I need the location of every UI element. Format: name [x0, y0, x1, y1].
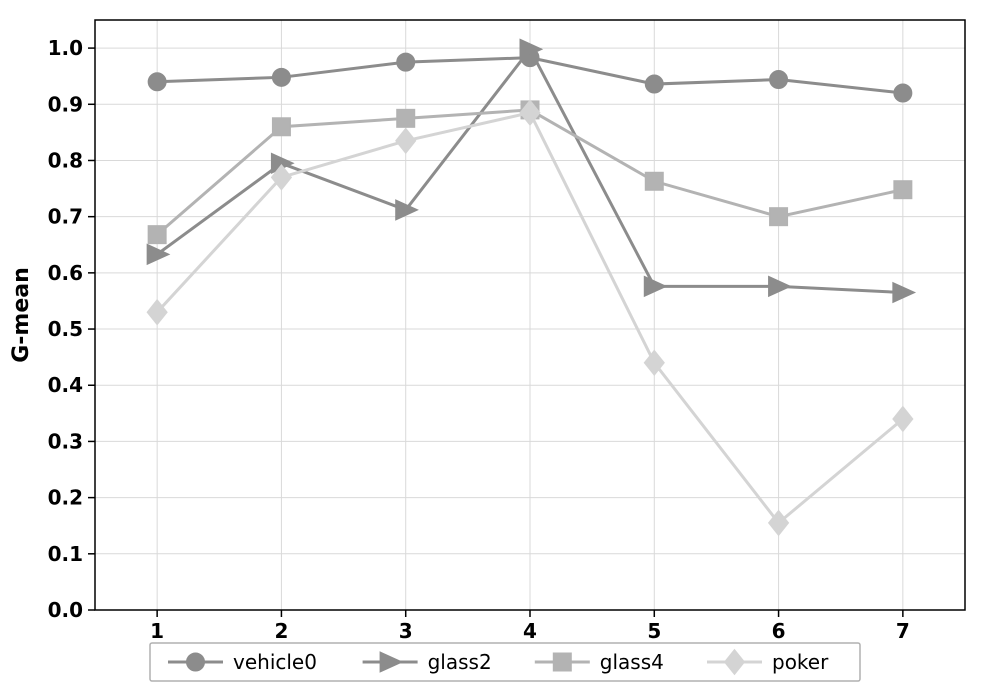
x-tick-label: 3 [399, 619, 413, 643]
x-tick-label: 6 [772, 619, 786, 643]
y-tick-label: 0.3 [48, 429, 83, 453]
x-tick-label: 4 [523, 619, 537, 643]
y-tick-label: 0.0 [48, 598, 83, 622]
x-tick-label: 7 [896, 619, 910, 643]
x-tick-label: 2 [274, 619, 288, 643]
y-tick-label: 1.0 [48, 36, 83, 60]
line-chart: 1 2 3 4 5 6 7 0.0 0.1 0.2 0.3 0.4 0.5 0.6 0.7 0.8 0.9 1.0… [0, 0, 1000, 692]
x-tick-label: 1 [150, 619, 164, 643]
y-tick-label: 0.9 [48, 92, 83, 116]
legend-label: glass4 [600, 650, 664, 674]
y-tick-label: 0.8 [48, 148, 83, 172]
y-tick-label: 0.7 [48, 205, 83, 229]
y-tick-label: 0.4 [48, 373, 83, 397]
x-tick-label: 5 [647, 619, 661, 643]
y-axis-label: G-mean [9, 267, 34, 363]
y-tick-label: 0.1 [48, 542, 83, 566]
y-tick-label: 0.5 [48, 317, 83, 341]
y-tick-label: 0.2 [48, 486, 83, 510]
legend-label: vehicle0 [233, 650, 317, 674]
y-tick-label: 0.6 [48, 261, 83, 285]
legend-label: glass2 [428, 650, 492, 674]
legend-label: poker [772, 650, 829, 674]
